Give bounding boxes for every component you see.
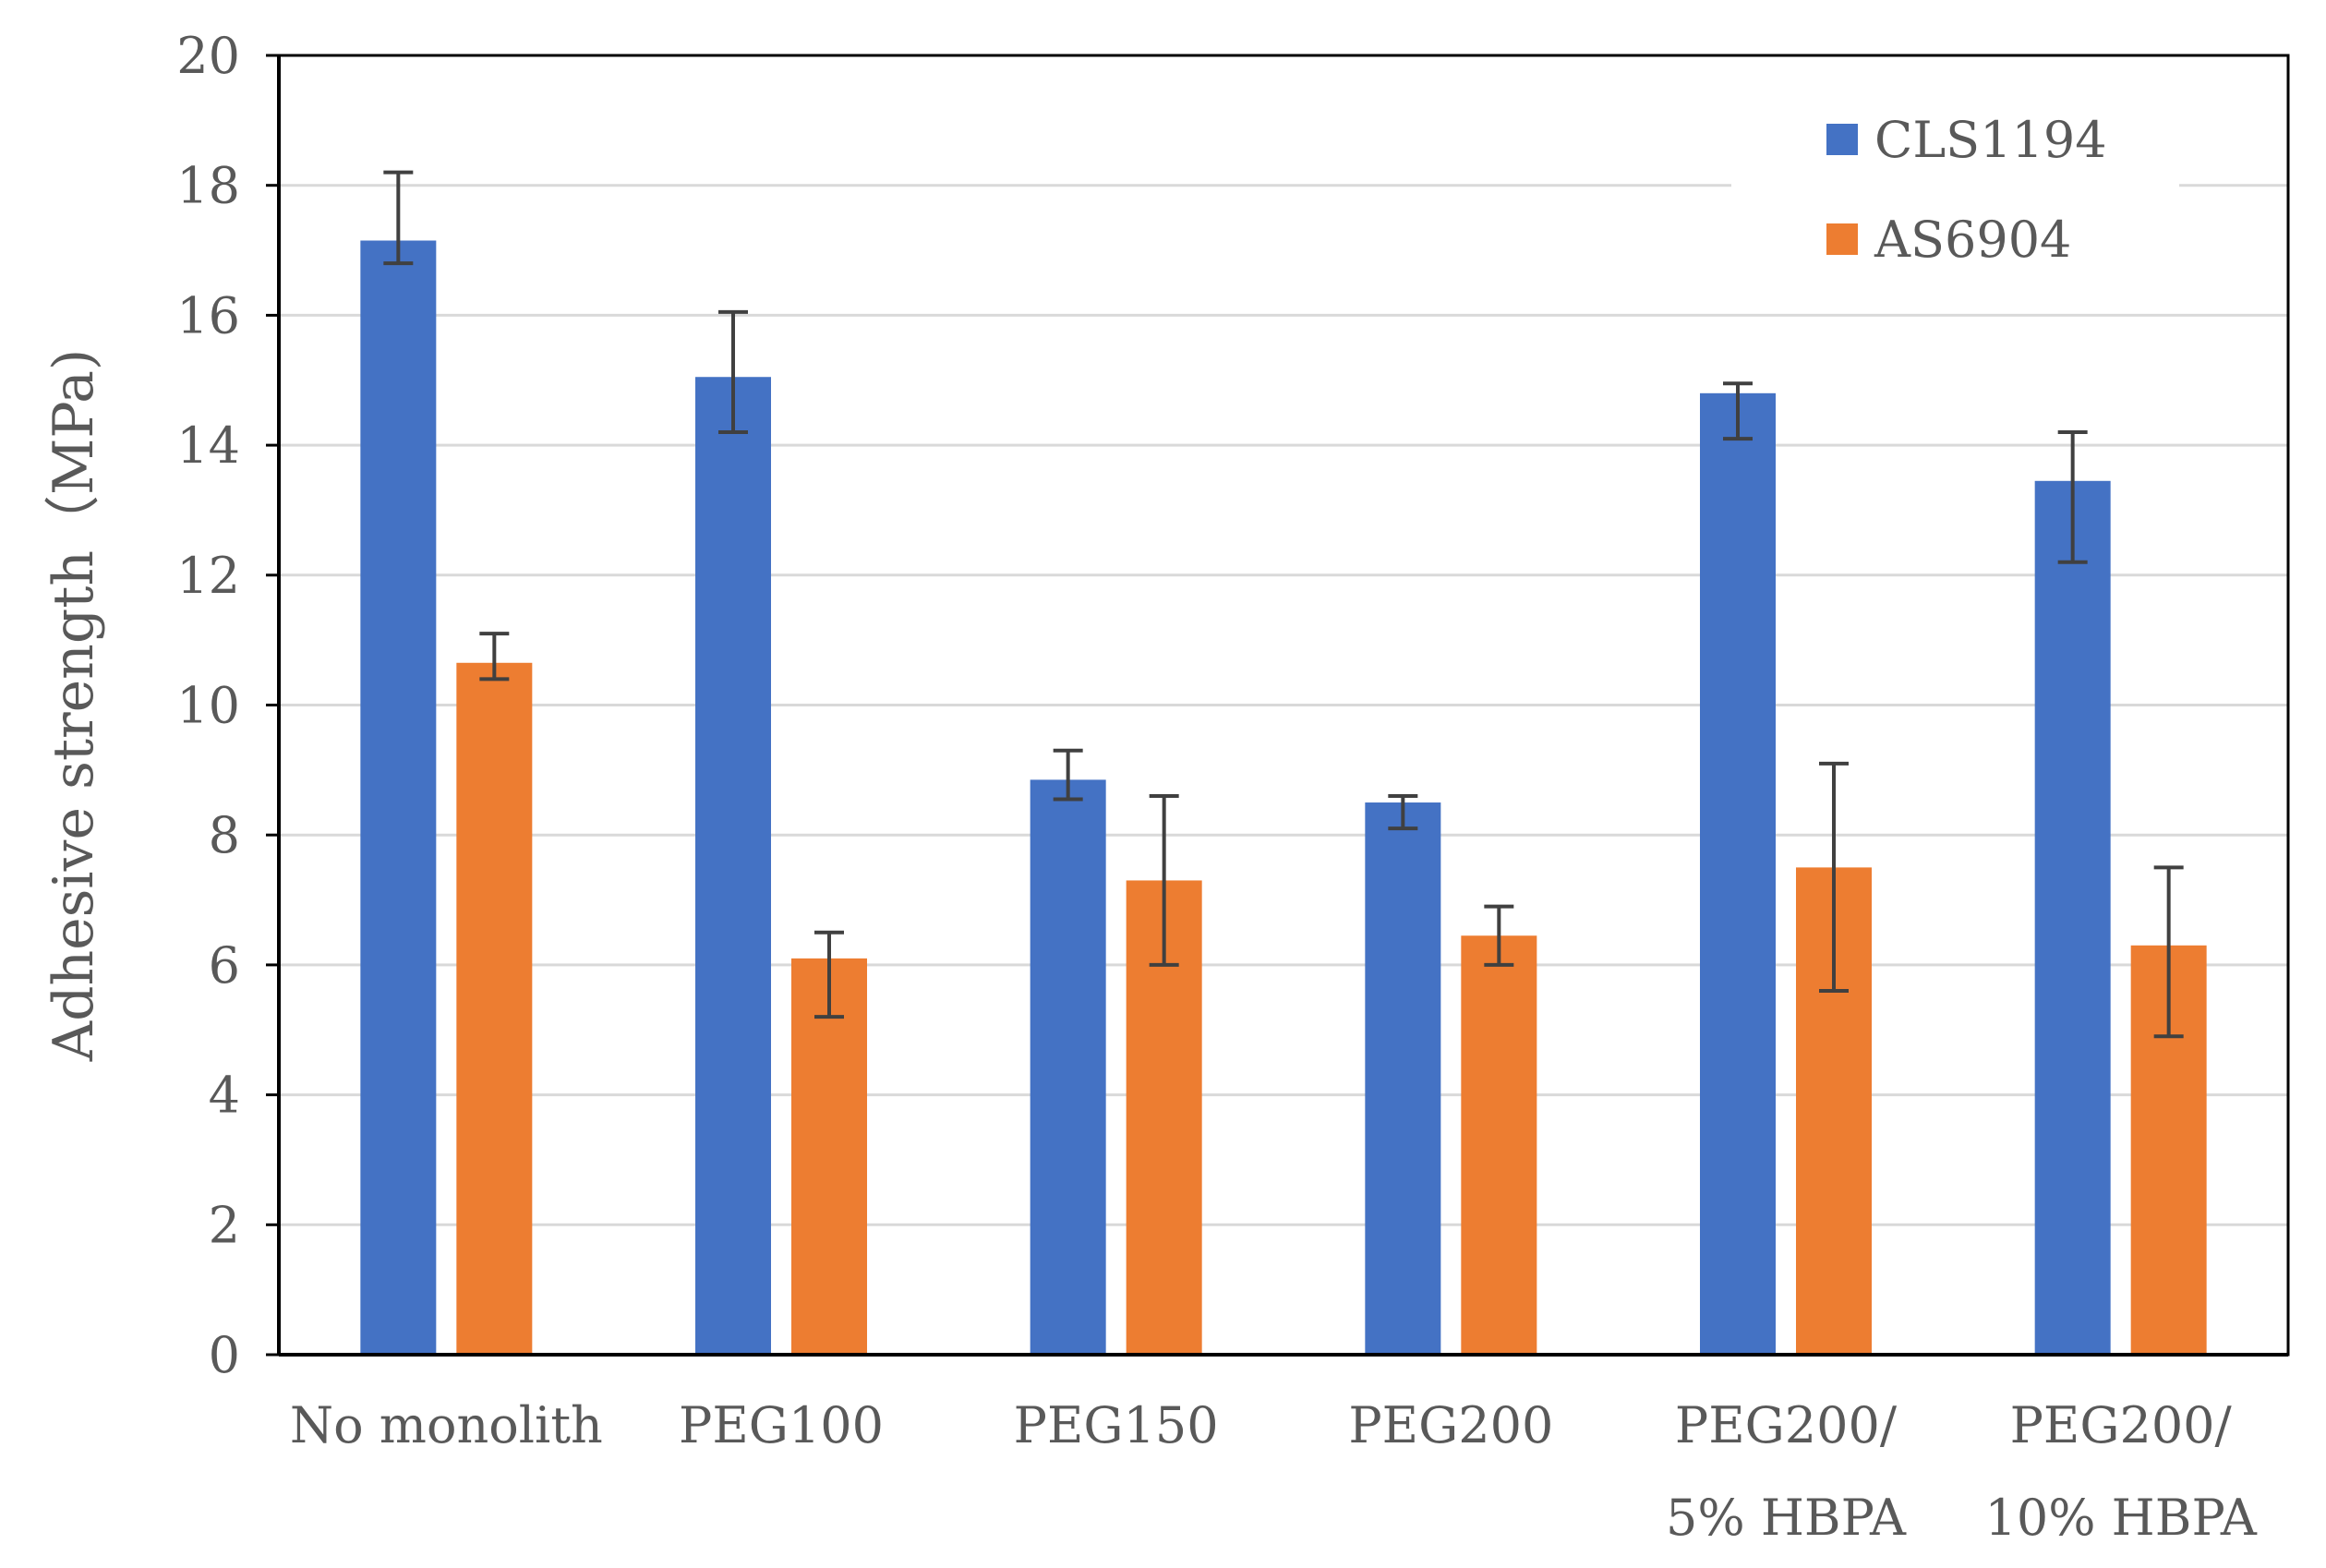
x-tick-label: PEG150 [1014, 1396, 1219, 1454]
legend-swatch-as6904 [1826, 223, 1858, 255]
legend-swatch-cls1194 [1826, 124, 1858, 155]
y-tick-label: 10 [176, 677, 240, 735]
x-tick-label: 5% HBPA [1666, 1489, 1907, 1547]
bar-cls1194-2 [1030, 779, 1106, 1355]
labels: 0 2 4 6 8 10 12 14 16 18 20 No monolith PEG100 PEG150… [42, 27, 2258, 1547]
x-tick-label: PEG100 [679, 1396, 884, 1454]
bar-as6904-3 [1461, 935, 1537, 1355]
bar-cls1194-3 [1365, 802, 1441, 1355]
legend-label-cls1194: CLS1194 [1874, 111, 2107, 169]
y-tick-label: 6 [209, 936, 240, 995]
x-tick-label: 10% HBPA [1984, 1489, 2257, 1547]
bar-cls1194-4 [1700, 392, 1776, 1355]
y-tick-label: 4 [209, 1067, 240, 1125]
bar-cls1194-5 [2034, 480, 2111, 1355]
legend-label-as6904: AS6904 [1874, 211, 2071, 269]
y-tick-label: 12 [176, 547, 240, 605]
y-tick-label: 2 [209, 1196, 240, 1254]
bar-cls1194-1 [695, 377, 771, 1355]
y-tick-label: 14 [176, 416, 240, 475]
y-tick-label: 16 [176, 286, 240, 344]
x-tick-label: No monolith [290, 1396, 603, 1454]
y-axis-title: Adhesive strength（MPa) [42, 349, 106, 1063]
axes [266, 54, 2290, 1357]
y-tick-label: 18 [176, 157, 240, 215]
x-tick-label: PEG200 [1348, 1396, 1553, 1454]
bar-cls1194-0 [360, 240, 437, 1355]
bar-as6904-0 [456, 662, 533, 1355]
x-tick-label: PEG200/ [2010, 1396, 2233, 1454]
legend: CLS1194 AS6904 [1826, 111, 2107, 269]
bars [360, 170, 2207, 1355]
y-tick-label: 8 [209, 806, 240, 864]
bar-as6904-1 [791, 958, 867, 1355]
y-tick-label: 20 [176, 27, 240, 85]
y-tick-label: 0 [209, 1326, 240, 1384]
x-tick-label: PEG200/ [1675, 1396, 1898, 1454]
